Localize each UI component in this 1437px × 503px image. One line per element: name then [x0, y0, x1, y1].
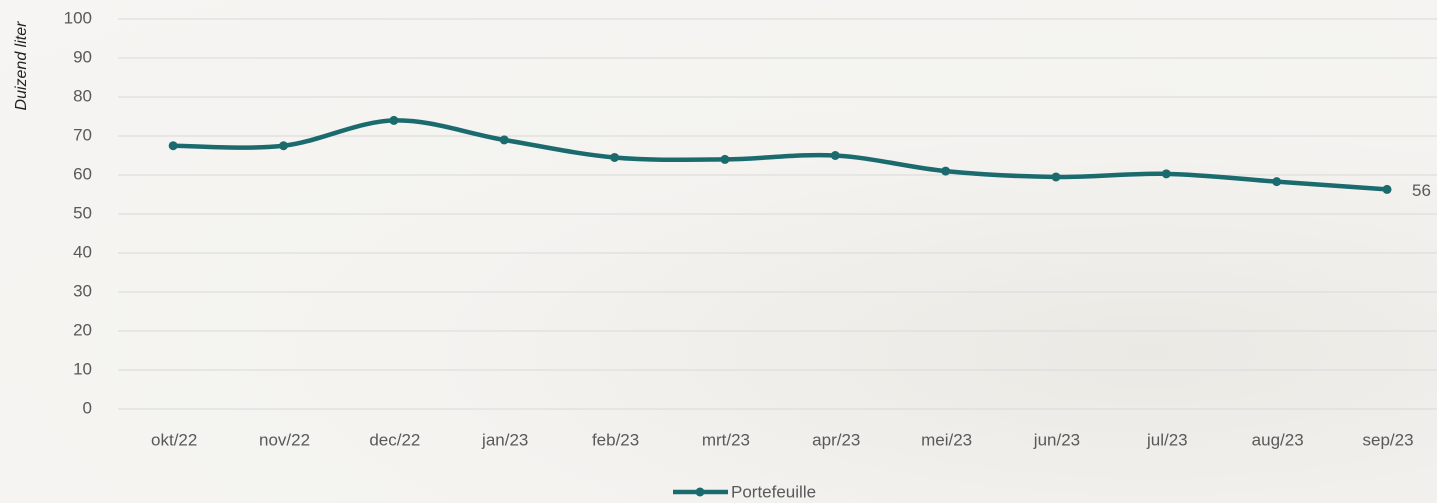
x-tick-label: feb/23: [592, 430, 639, 449]
x-tick-label: mrt/23: [702, 430, 750, 449]
x-tick-label: jun/23: [1033, 430, 1080, 449]
marker: [279, 141, 289, 151]
marker: [389, 115, 399, 125]
legend-label: Portefeuille: [731, 482, 816, 501]
marker: [168, 141, 178, 151]
y-tick-label: 100: [64, 8, 92, 27]
marker: [830, 151, 840, 160]
x-tick-label: aug/23: [1252, 430, 1304, 449]
x-tick-label: jan/23: [481, 430, 528, 449]
y-tick-label: 0: [83, 398, 92, 417]
marker: [1382, 184, 1392, 194]
line: [170, 118, 1390, 192]
y-tick-label: 10: [73, 359, 92, 378]
x-tick-label: okt/22: [151, 430, 197, 449]
data-label: 56: [1412, 181, 1431, 200]
x-tick-label: jul/23: [1146, 430, 1188, 449]
x-tick-label: dec/22: [369, 430, 420, 449]
x-tick-label: sep/23: [1363, 430, 1414, 449]
y-tick-label: 90: [73, 47, 92, 66]
x-tick-label: mei/23: [921, 430, 972, 449]
x-tick-label: apr/23: [812, 430, 860, 449]
y-tick-label: 20: [73, 320, 92, 339]
marker: [1161, 169, 1171, 179]
y-tick-label: 30: [73, 281, 92, 300]
y-tick-label: 50: [73, 203, 92, 222]
y-tick-label: 70: [73, 125, 92, 144]
x-tick-label: nov/22: [259, 430, 310, 449]
legend-marker: [695, 487, 705, 497]
y-tick-label: 60: [73, 164, 92, 183]
y-tick-label: 80: [73, 86, 92, 105]
marker: [499, 135, 509, 145]
marker: [1272, 177, 1282, 187]
y-axis-title: Duizend liter: [13, 21, 30, 111]
marker: [1051, 172, 1061, 182]
marker: [720, 154, 730, 164]
marker: [610, 152, 620, 162]
y-tick-label: 40: [73, 242, 92, 261]
marker: [941, 166, 951, 176]
